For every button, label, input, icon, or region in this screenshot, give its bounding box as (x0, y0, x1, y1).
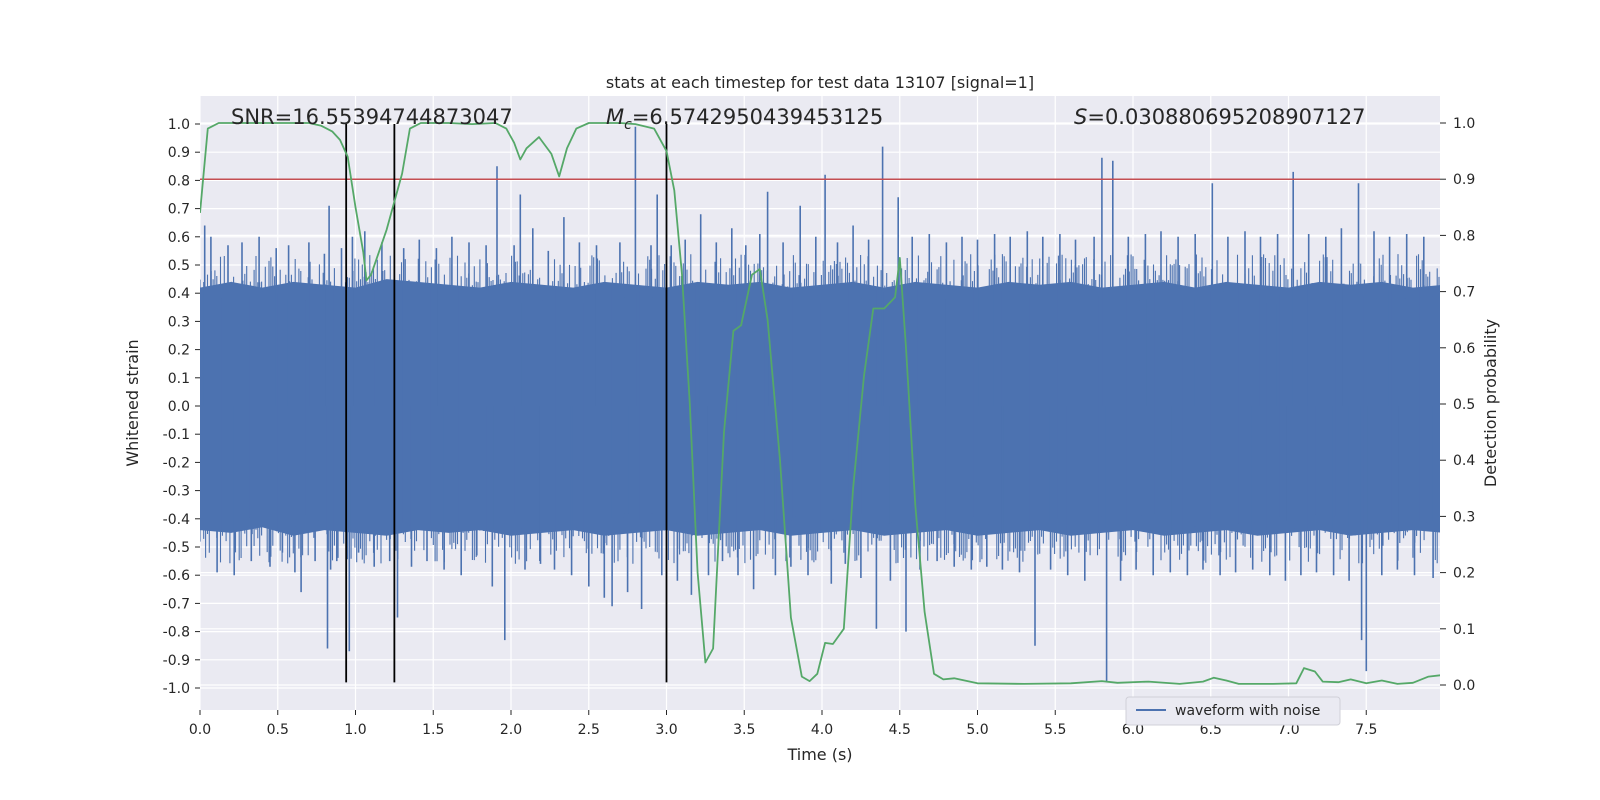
y-right-axis-ticks: 1.0 0.9 0.8 0.7 0.6 0.5 0.4 0.3 0.2 0.1 0.0 (1440, 116, 1475, 694)
y-left-tick-label: -0.5 (163, 540, 190, 556)
x-tick-label: 6.5 (1200, 722, 1222, 738)
x-tick-label: 6.0 (1122, 722, 1144, 738)
chirp-mass-annotation: Mc=6.5742950439453125 (606, 105, 883, 133)
waveform-series (200, 126, 1440, 683)
y-left-tick-label: 0.6 (168, 230, 190, 246)
x-tick-label: 2.5 (578, 722, 600, 738)
chirp-mass-subscript: c (624, 117, 632, 133)
y-left-tick-label: -0.9 (163, 653, 190, 669)
y-left-tick-label: 0.3 (168, 314, 190, 330)
x-tick-label: 1.0 (344, 722, 366, 738)
y-left-tick-label: 1.0 (168, 117, 190, 133)
y-left-tick-label: -1.0 (163, 681, 190, 697)
x-tick-label: 0.5 (267, 722, 289, 738)
y-right-tick-label: 0.5 (1453, 397, 1475, 413)
x-tick-label: 5.5 (1044, 722, 1066, 738)
y-left-tick-label: 0.4 (168, 286, 190, 302)
y-left-tick-label: -0.2 (163, 455, 190, 471)
y-right-axis-label: Detection probability (1481, 319, 1500, 487)
y-left-tick-label: -0.4 (163, 512, 190, 528)
y-right-tick-label: 1.0 (1453, 116, 1475, 132)
y-right-tick-label: 0.6 (1453, 341, 1475, 357)
legend: waveform with noise (1125, 696, 1341, 726)
x-axis-ticks: 0.0 0.5 1.0 1.5 2.0 2.5 3.0 3.5 4.0 4.5 5.0 5.5 6.0 6… (189, 710, 1377, 738)
y-left-tick-label: -0.8 (163, 625, 190, 641)
y-left-tick-label: -0.3 (163, 484, 190, 500)
y-left-tick-label: 0.8 (168, 173, 190, 189)
snr-annotation: SNR=16.55394744873047 (231, 105, 513, 129)
x-tick-label: 7.5 (1355, 722, 1377, 738)
legend-entry-label: waveform with noise (1175, 703, 1320, 719)
x-tick-label: 1.5 (422, 722, 444, 738)
y-right-tick-label: 0.1 (1453, 622, 1475, 638)
y-right-tick-label: 0.0 (1453, 678, 1475, 694)
x-tick-label: 3.5 (733, 722, 755, 738)
y-right-tick-label: 0.9 (1453, 172, 1475, 188)
y-left-axis-label: Whitened strain (123, 339, 142, 466)
s-symbol: S (1074, 105, 1087, 129)
y-right-tick-label: 0.3 (1453, 509, 1475, 525)
y-right-tick-label: 0.8 (1453, 228, 1475, 244)
y-right-tick-label: 0.2 (1453, 566, 1475, 582)
vertical-markers (345, 124, 668, 683)
y-left-tick-label: -0.1 (163, 427, 190, 443)
chirp-mass-symbol: M (606, 105, 624, 129)
y-left-tick-label: 0.5 (168, 258, 190, 274)
y-left-tick-label: 0.9 (168, 145, 190, 161)
y-left-tick-label: -0.6 (163, 568, 190, 584)
y-right-tick-label: 0.4 (1453, 453, 1475, 469)
x-axis-label: Time (s) (786, 745, 852, 764)
y-left-tick-label: 0.1 (168, 371, 190, 387)
s-annotation: S=0.030880695208907127 (1074, 105, 1365, 129)
probability-line (200, 122, 1440, 685)
y-left-tick-label: 0.2 (168, 343, 190, 359)
y-left-tick-label: -0.7 (163, 596, 190, 612)
chirp-mass-value: =6.5742950439453125 (632, 105, 883, 129)
y-left-tick-label: 0.7 (168, 202, 190, 218)
x-tick-label: 4.5 (889, 722, 911, 738)
x-tick-label: 4.0 (811, 722, 833, 738)
chart-title: stats at each timestep for test data 131… (606, 73, 1034, 92)
x-tick-label: 3.0 (655, 722, 677, 738)
probability-series (200, 122, 1440, 685)
x-tick-label: 5.0 (966, 722, 988, 738)
legend-box (1125, 696, 1341, 726)
y-left-axis-ticks: 1.0 0.9 0.8 0.7 0.6 0.5 0.4 0.3 0.2 0.1 0.0 -0.1 -0.… (163, 117, 200, 697)
y-right-tick-label: 0.7 (1453, 285, 1475, 301)
x-tick-label: 7.0 (1277, 722, 1299, 738)
y-left-tick-label: 0.0 (168, 399, 190, 415)
x-tick-label: 2.0 (500, 722, 522, 738)
s-value: =0.030880695208907127 (1087, 105, 1365, 129)
x-tick-label: 0.0 (189, 722, 211, 738)
